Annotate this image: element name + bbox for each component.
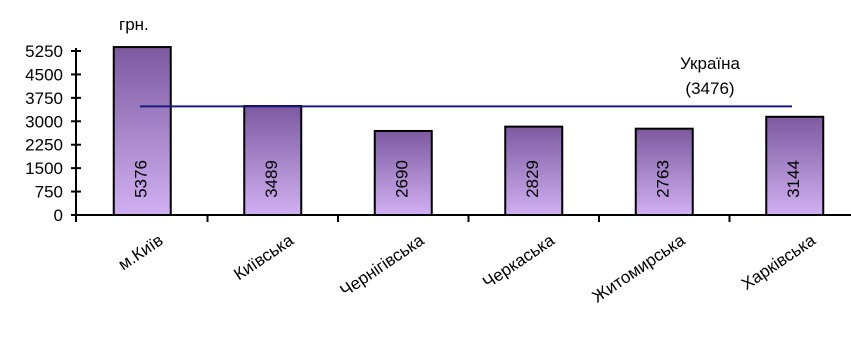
y-tick-label: 4500	[25, 65, 63, 84]
bar-value-label: 5376	[132, 160, 151, 198]
y-tick-label: 3750	[25, 89, 63, 108]
y-tick-label: 2250	[25, 136, 63, 155]
y-unit-label: грн.	[119, 15, 149, 34]
x-category-label: Чернігівська	[337, 230, 428, 300]
bar	[112, 46, 172, 217]
bar-value-label: 2763	[654, 160, 673, 198]
x-category-label: Харківська	[738, 230, 819, 294]
bar	[634, 127, 694, 217]
reference-label: Україна	[680, 54, 740, 73]
y-tick-label: 1500	[25, 159, 63, 178]
bar	[765, 115, 825, 216]
bar-value-label: 3489	[262, 160, 281, 198]
y-tick-label: 3000	[25, 112, 63, 131]
x-category-label: м.Київ	[115, 231, 167, 274]
bars-group: 5376 3489 2690 2829 2763 3144	[112, 46, 825, 217]
y-tick-label: 5250	[25, 42, 63, 61]
axes-group	[75, 48, 851, 222]
bar-value-label: 2829	[523, 160, 542, 198]
x-category-label: Черкаська	[479, 230, 558, 292]
x-category-labels: м.Київ Київська Чернігівська Черкаська Житом…	[115, 230, 820, 306]
y-tick-label: 0	[54, 206, 63, 225]
x-category-label: Житомирська	[589, 230, 689, 306]
x-category-label: Київська	[230, 230, 297, 284]
reference-line-group: Україна (3476)	[140, 54, 792, 108]
bar-value-label: 2690	[393, 160, 412, 198]
bar-value-label: 3144	[784, 160, 803, 198]
y-axis-ticks: 0 750 1500 2250 3000 3750 4500 5250	[25, 42, 81, 225]
reference-value-label: (3476)	[685, 79, 734, 98]
y-tick-label: 750	[35, 183, 63, 202]
